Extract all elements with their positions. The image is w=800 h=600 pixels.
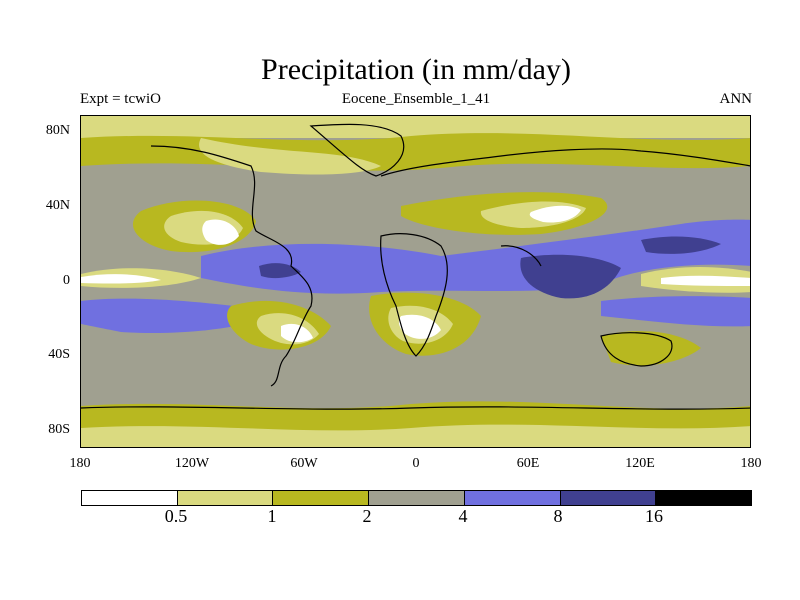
contour-north-light: [81, 116, 750, 138]
colorbar-label-2: 2: [362, 506, 372, 526]
experiment-label: Expt = tcwiO: [80, 91, 161, 107]
coastline-africa: [380, 233, 448, 357]
coastline-americas: [150, 145, 313, 387]
contour-america-dark: [259, 263, 301, 279]
coastline-greenland: [309, 123, 405, 177]
contour-npacific-white: [202, 219, 239, 245]
contour-epacific-white: [81, 274, 161, 284]
colorbar-cell: [369, 491, 465, 505]
coastline-australia: [600, 332, 673, 367]
contour-north-pacific-light: [199, 138, 381, 175]
lon-label-120w: 120W: [174, 456, 210, 471]
colorbar-label-1: 1: [267, 506, 277, 526]
colorbar-label-4: 4: [458, 506, 468, 526]
contour-wpacific-white: [661, 275, 750, 286]
colorbar-cell: [656, 491, 752, 505]
lat-label-80n: 80N: [45, 123, 70, 138]
coastlines: [81, 123, 750, 410]
coastline-antarctica: [81, 406, 750, 410]
lat-label-40s: 40S: [48, 347, 70, 362]
contour-sahara-white: [529, 205, 581, 223]
chart-title: Precipitation (in mm/day): [261, 53, 571, 86]
lat-label-80s: 80S: [48, 422, 70, 437]
contour-indian-dark: [520, 254, 621, 299]
contour-sindian-blue: [601, 296, 750, 327]
contour-australia-olive: [601, 331, 701, 366]
precipitation-map: [80, 115, 751, 448]
lon-label-120e: 120E: [625, 456, 655, 471]
colorbar-label-8: 8: [553, 506, 563, 526]
colorbar-cell: [464, 491, 561, 505]
colorbar-label-16: 16: [645, 506, 663, 526]
lat-label-0: 0: [63, 273, 70, 288]
map-svg: [81, 116, 750, 447]
ensemble-label: Eocene_Ensemble_1_41: [341, 91, 491, 107]
contour-wpacific-dark: [641, 236, 721, 254]
lon-label-0: 0: [412, 456, 420, 471]
lon-label-180e: 180: [740, 456, 762, 471]
lat-label-40n: 40N: [45, 198, 70, 213]
coastline-india: [500, 245, 542, 267]
colorbar-label-0-5: 0.5: [164, 506, 188, 526]
colorbar-cell: [177, 491, 274, 505]
season-label: ANN: [719, 91, 753, 107]
lon-label-60w: 60W: [290, 456, 318, 471]
colorbar: [81, 490, 752, 506]
coastline-eurasia: [380, 148, 750, 177]
lon-label-60e: 60E: [516, 456, 540, 471]
lon-label-180w: 180: [69, 456, 91, 471]
colorbar-cell: [273, 491, 370, 505]
colorbar-cell: [82, 491, 178, 505]
colorbar-cell: [560, 491, 657, 505]
